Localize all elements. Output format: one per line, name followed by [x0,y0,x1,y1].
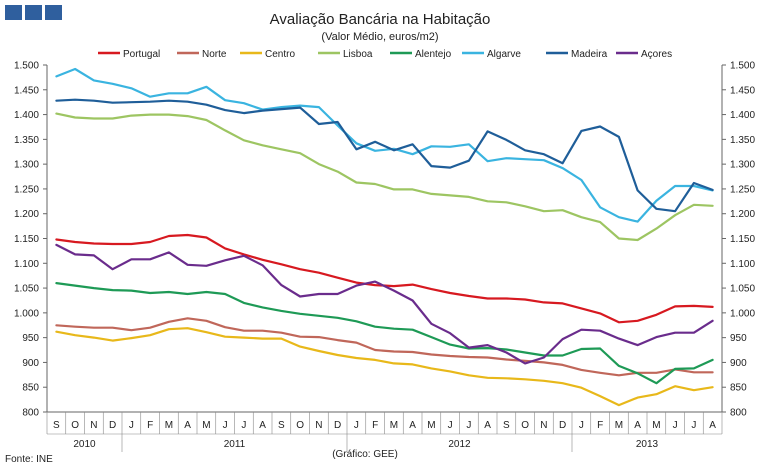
month-label: M [390,420,398,431]
series-line-portugal [55,233,714,324]
y-tick-label-left: 1.300 [14,160,39,171]
y-tick-label-left: 1.200 [14,209,39,220]
month-label: M [652,420,660,431]
month-label: A [709,420,716,431]
y-tick-label-left: 850 [22,383,39,394]
year-label: 2012 [448,439,471,450]
legend-label-portugal: Portugal [123,49,160,60]
series-line-alentejo [55,282,714,385]
y-tick-label-left: 1.100 [14,259,39,270]
month-label: J [448,420,453,431]
x-axis: S O N D J F M A M J J A S O N D J F M A M J J A S O N D J F M A M J J A2010… [46,412,723,452]
y-tick-label-right: 800 [730,408,747,419]
month-label: N [315,420,322,431]
y-tick-label-left: 1.400 [14,110,39,121]
y-tick-label-left: 1.250 [14,184,39,195]
month-label: J [691,420,696,431]
legend-label-algarve: Algarve [487,49,521,60]
month-label: M [165,420,173,431]
month-label: S [278,420,285,431]
graph-credit: (Gráfico: GEE) [332,449,398,460]
y-tick-label-right: 1.350 [730,135,755,146]
month-label: S [503,420,510,431]
month-label: F [147,420,153,431]
y-tick-label-right: 1.300 [730,160,755,171]
month-label: J [241,420,246,431]
month-label: A [634,420,641,431]
month-label: J [673,420,678,431]
month-label: J [466,420,471,431]
month-label: D [334,420,341,431]
month-label: F [597,420,603,431]
month-label: J [223,420,228,431]
month-label: N [90,420,97,431]
month-label: J [579,420,584,431]
y-tick-label-left: 1.500 [14,61,39,72]
series-line-lisboa [55,112,714,242]
legend-label-madeira: Madeira [571,49,608,60]
y-tick-label-right: 950 [730,333,747,344]
logo-square-2 [25,5,42,20]
month-label: A [184,420,191,431]
month-label: D [109,420,116,431]
month-label: S [53,420,60,431]
month-label: M [615,420,623,431]
y-tick-label-right: 850 [730,383,747,394]
month-label: O [296,420,304,431]
series-line-algarve [55,67,714,223]
y-tick-label-right: 1.200 [730,209,755,220]
y-tick-label-right: 1.250 [730,184,755,195]
month-label: F [372,420,378,431]
y-tick-label-right: 1.150 [730,234,755,245]
y-tick-label-left: 800 [22,408,39,419]
month-label: J [129,420,134,431]
month-label: N [540,420,547,431]
legend-label-lisboa: Lisboa [343,49,373,60]
y-tick-label-right: 1.450 [730,85,755,96]
logo-square-1 [5,5,22,20]
month-label: O [71,420,79,431]
y-tick-label-right: 1.500 [730,61,755,72]
y-tick-label-right: 900 [730,358,747,369]
month-label: J [354,420,359,431]
series-line-norte [55,317,714,377]
y-tick-label-right: 1.000 [730,308,755,319]
y-tick-label-left: 1.150 [14,234,39,245]
legend-label-norte: Norte [202,49,227,60]
month-label: O [521,420,529,431]
month-label: M [427,420,435,431]
series-lines [55,67,714,407]
legend-label-centro: Centro [265,49,295,60]
axes: 800 800 850 850 900 900 950 950 1.000 1.000 1.050 1… [14,61,755,419]
month-label: M [202,420,210,431]
chart-subtitle: (Valor Médio, euros/m2) [321,31,438,43]
month-label: A [484,420,491,431]
month-label: A [259,420,266,431]
y-tick-label-left: 1.450 [14,85,39,96]
y-tick-label-left: 950 [22,333,39,344]
source-label: Fonte: INE [5,454,53,465]
legend-label-alentejo: Alentejo [415,49,452,60]
chart-title: Avaliação Bancária na Habitação [270,11,491,28]
y-tick-label-right: 1.400 [730,110,755,121]
year-label: 2010 [73,439,96,450]
year-label: 2011 [224,439,246,450]
y-tick-label-right: 1.100 [730,259,755,270]
month-label: D [559,420,566,431]
year-label: 2013 [636,439,659,450]
series-line-madeira [55,98,714,213]
y-tick-label-left: 1.050 [14,284,39,295]
legend-label-açores: Açores [641,49,672,60]
legend: Portugal Norte Centro Lisboa Alentejo Algarve… [98,49,672,60]
y-tick-label-right: 1.050 [730,284,755,295]
y-tick-label-left: 1.350 [14,135,39,146]
y-tick-label-left: 900 [22,358,39,369]
y-tick-label-left: 1.000 [14,308,39,319]
series-line-açores [55,243,714,365]
series-line-centro [55,327,714,407]
logo-square-3 [45,5,62,20]
month-label: A [409,420,416,431]
